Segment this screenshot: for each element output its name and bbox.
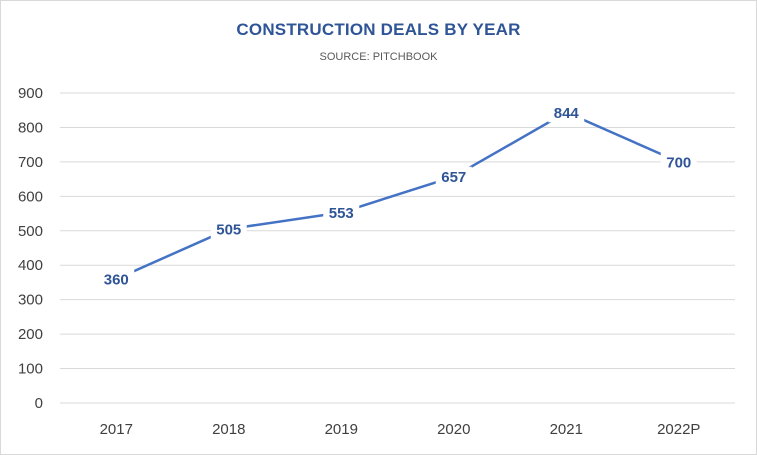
y-tick-label: 600 xyxy=(18,188,43,205)
x-axis: 2017 2018 2019 2020 2021 2022P xyxy=(100,421,701,438)
data-label: 505 xyxy=(210,219,247,240)
chart-subtitle: SOURCE: PITCHBOOK xyxy=(319,51,438,63)
chart-title: CONSTRUCTION DEALS BY YEAR xyxy=(236,20,521,39)
data-label-text: 700 xyxy=(666,154,691,171)
x-tick-label: 2018 xyxy=(212,421,245,438)
data-label-text: 553 xyxy=(329,205,354,222)
x-tick-label: 2017 xyxy=(100,421,133,438)
data-label-text: 505 xyxy=(216,222,241,239)
y-tick-label: 400 xyxy=(18,257,43,274)
x-tick-label: 2022P xyxy=(657,421,700,438)
x-tick-label: 2020 xyxy=(437,421,470,438)
series-line-path xyxy=(115,111,680,281)
data-label-background xyxy=(660,151,697,172)
y-tick-label: 0 xyxy=(35,395,43,412)
data-label-background xyxy=(435,166,472,187)
gridlines xyxy=(60,92,735,404)
data-label-background xyxy=(98,269,135,289)
y-tick-label: 800 xyxy=(18,119,43,136)
y-tick-label: 200 xyxy=(18,326,43,343)
y-tick-label: 500 xyxy=(18,223,43,240)
data-label-text: 360 xyxy=(104,272,129,289)
data-label: 553 xyxy=(323,202,360,223)
data-label-text: 657 xyxy=(441,169,466,186)
y-tick-label: 300 xyxy=(18,292,43,309)
data-label-background xyxy=(548,102,585,123)
x-tick-label: 2021 xyxy=(550,421,583,438)
data-label-text: 844 xyxy=(554,105,580,122)
data-label: 700 xyxy=(660,151,697,172)
y-tick-label: 100 xyxy=(18,361,43,378)
data-label-background xyxy=(210,219,247,240)
data-label: 657 xyxy=(435,166,472,187)
data-label-background xyxy=(323,202,360,223)
data-label: 360 xyxy=(98,269,135,289)
y-tick-label: 700 xyxy=(18,154,43,171)
data-label: 844 xyxy=(548,102,585,123)
data-labels: 360 505 553 657 844 700 xyxy=(98,102,697,289)
series-line xyxy=(115,111,680,281)
y-axis: 0 100 200 300 400 500 600 700 800 900 xyxy=(18,85,43,412)
y-tick-label: 900 xyxy=(18,85,43,102)
x-tick-label: 2019 xyxy=(325,421,358,438)
